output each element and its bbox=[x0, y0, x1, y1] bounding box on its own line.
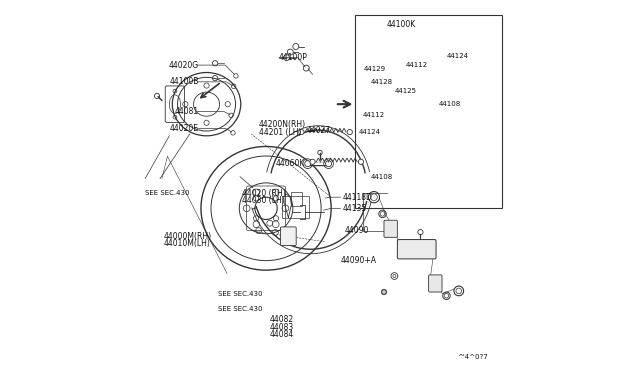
Text: 44020E: 44020E bbox=[170, 124, 199, 133]
Circle shape bbox=[358, 159, 364, 164]
Circle shape bbox=[326, 161, 332, 167]
Text: 44090: 44090 bbox=[344, 226, 369, 235]
Text: 44112: 44112 bbox=[363, 112, 385, 118]
Text: ^'4^0?7: ^'4^0?7 bbox=[458, 354, 488, 360]
Text: 44100P: 44100P bbox=[279, 53, 308, 62]
Text: 44200N(RH): 44200N(RH) bbox=[259, 120, 306, 129]
Text: 44020 (RH): 44020 (RH) bbox=[242, 189, 285, 198]
Circle shape bbox=[381, 290, 386, 294]
Text: 44082: 44082 bbox=[270, 315, 294, 324]
Text: 44108: 44108 bbox=[439, 101, 461, 107]
Text: 44112: 44112 bbox=[406, 62, 428, 68]
Circle shape bbox=[305, 161, 310, 167]
Text: 44135: 44135 bbox=[342, 204, 367, 213]
Circle shape bbox=[299, 129, 304, 135]
Text: 44083: 44083 bbox=[270, 323, 294, 332]
Text: 44030 (LH): 44030 (LH) bbox=[242, 196, 285, 205]
FancyBboxPatch shape bbox=[397, 240, 436, 259]
Text: 44100B: 44100B bbox=[170, 77, 199, 86]
Text: 44100K: 44100K bbox=[387, 20, 416, 29]
Text: 44060K: 44060K bbox=[275, 159, 305, 168]
Text: 44020G: 44020G bbox=[169, 61, 199, 70]
Bar bbox=[355, 15, 502, 208]
Text: 44128: 44128 bbox=[370, 79, 392, 85]
FancyBboxPatch shape bbox=[280, 227, 296, 246]
Text: 44027: 44027 bbox=[307, 126, 332, 135]
Bar bbox=[291, 192, 302, 206]
Text: 44124: 44124 bbox=[447, 53, 468, 59]
Text: SEE SEC.430: SEE SEC.430 bbox=[218, 306, 262, 312]
Text: SEE SEC.430: SEE SEC.430 bbox=[218, 291, 262, 297]
Text: SEE SEC.430: SEE SEC.430 bbox=[145, 190, 189, 196]
Text: 44125: 44125 bbox=[394, 88, 417, 94]
Text: 44081: 44081 bbox=[175, 107, 199, 116]
Text: 44000M(RH): 44000M(RH) bbox=[164, 232, 212, 241]
Text: 44118D: 44118D bbox=[342, 193, 372, 202]
Text: 44084: 44084 bbox=[270, 330, 294, 339]
Text: 44129: 44129 bbox=[364, 66, 386, 72]
Text: 44010M(LH): 44010M(LH) bbox=[164, 239, 211, 248]
FancyBboxPatch shape bbox=[384, 220, 397, 237]
Circle shape bbox=[310, 159, 315, 164]
FancyBboxPatch shape bbox=[429, 275, 442, 292]
Text: 44201 (LH): 44201 (LH) bbox=[259, 128, 301, 137]
Circle shape bbox=[347, 129, 353, 135]
Text: 44090+A: 44090+A bbox=[340, 256, 376, 265]
Bar bbox=[282, 196, 309, 218]
Text: 44124: 44124 bbox=[359, 129, 381, 135]
Text: 44108: 44108 bbox=[370, 174, 392, 180]
